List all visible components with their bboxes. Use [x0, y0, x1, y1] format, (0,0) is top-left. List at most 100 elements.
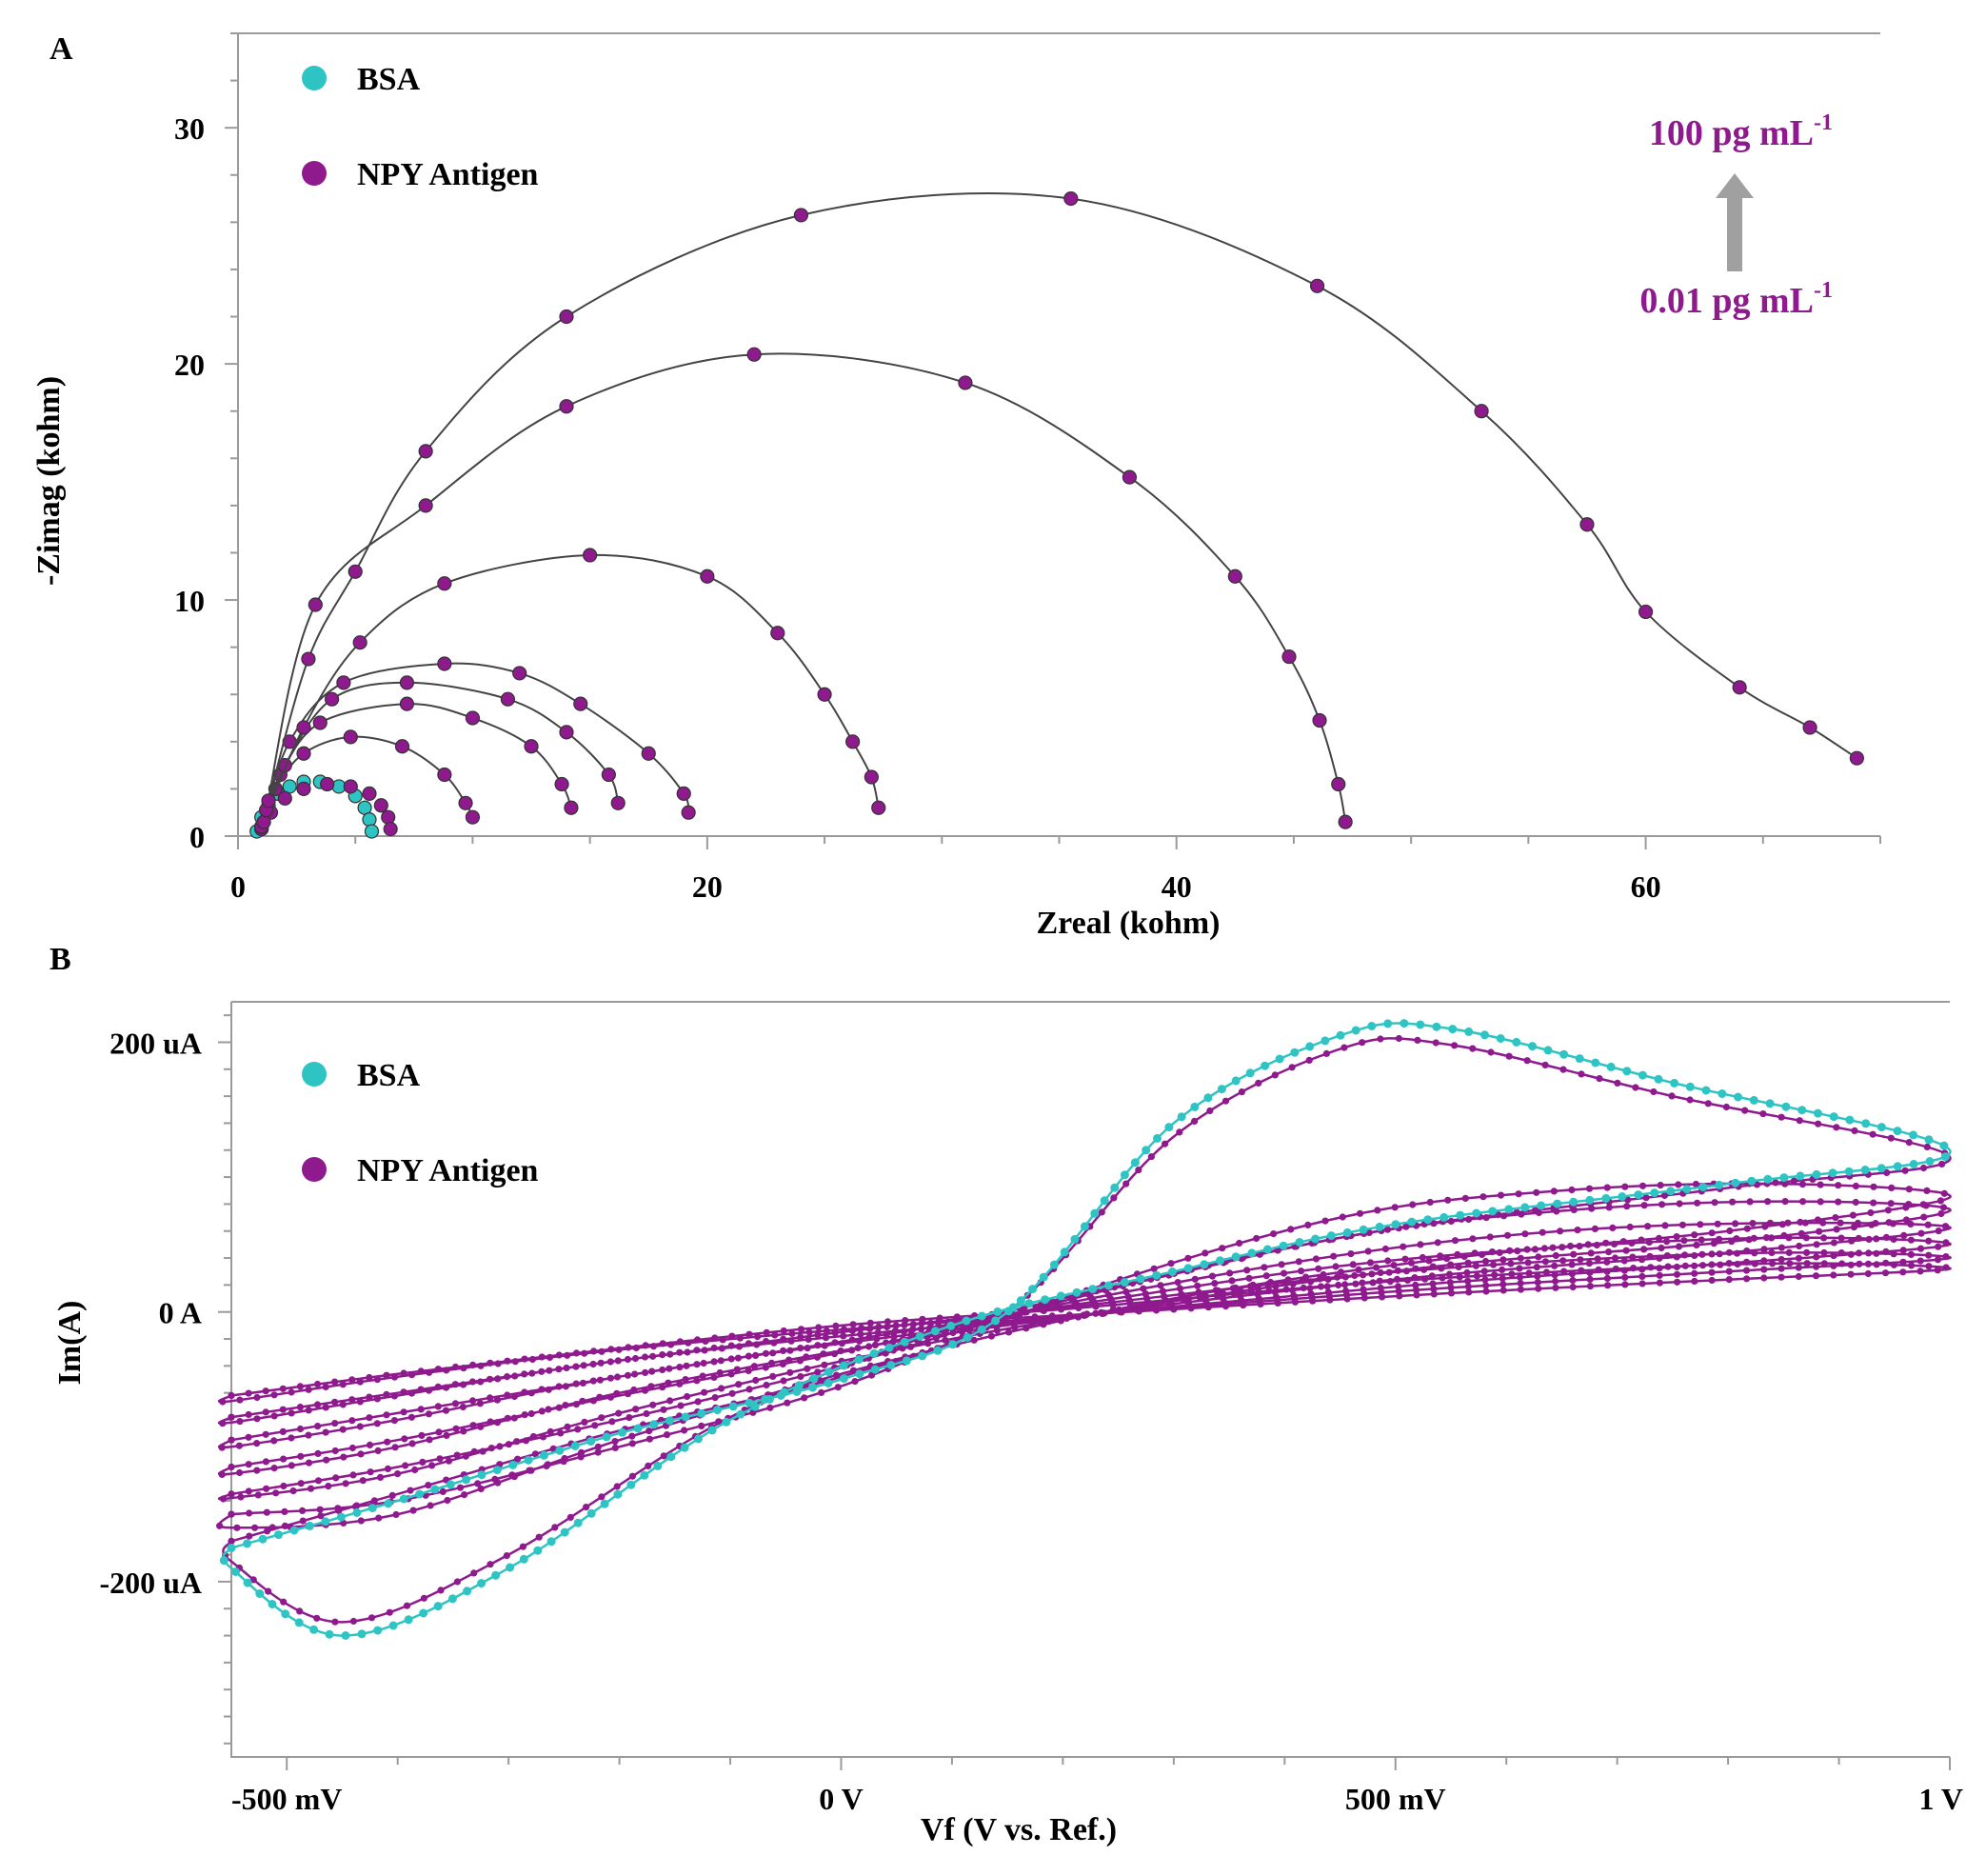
cv-point: [265, 1587, 272, 1595]
cv-point: [684, 1392, 691, 1401]
cv-point: [1751, 1260, 1758, 1267]
cv-point: [228, 1436, 235, 1444]
cv-point: [607, 1346, 615, 1353]
cv-point: [442, 1407, 450, 1414]
cv-point: [594, 1448, 602, 1456]
cv-point: [1419, 1253, 1426, 1262]
cv-point: [814, 1331, 822, 1339]
cv-point: [1541, 1258, 1549, 1266]
cv-point: [1591, 1058, 1600, 1068]
cv-point: [325, 1483, 332, 1490]
cv-point: [1341, 1044, 1348, 1051]
cv-point: [771, 1331, 779, 1339]
cv-point: [384, 1499, 393, 1508]
cv-point: [633, 1424, 643, 1433]
cv-point: [1852, 1198, 1859, 1207]
cv-point: [1486, 1233, 1494, 1241]
cv-point: [1603, 1258, 1611, 1266]
cv-point: [356, 1423, 364, 1430]
cv-point: [909, 1326, 917, 1333]
cv-point: [1028, 1285, 1038, 1294]
cv-point: [386, 1608, 393, 1616]
cv-point: [470, 1447, 478, 1455]
cv-point: [504, 1391, 511, 1399]
cv-point: [1681, 1251, 1689, 1259]
cv-point: [1604, 1282, 1612, 1289]
cv-point: [1815, 1120, 1822, 1128]
cv-point: [1630, 1265, 1638, 1272]
cv-point: [797, 1345, 804, 1352]
cv-point: [948, 1340, 958, 1349]
cv-point: [411, 1466, 419, 1474]
cv-point: [1658, 1244, 1665, 1252]
cv-point: [563, 1364, 570, 1372]
cv-point: [461, 1491, 468, 1499]
nyquist-point: [559, 725, 574, 740]
nyquist-point: [296, 781, 311, 797]
cv-point: [797, 1333, 804, 1341]
cv-point: [1889, 1220, 1897, 1227]
cv-point: [339, 1381, 347, 1388]
cv-point: [750, 1402, 760, 1411]
cv-point: [1813, 1263, 1820, 1270]
cv-point: [606, 1374, 615, 1382]
cv-point: [1591, 1225, 1599, 1232]
nyquist-point: [1849, 750, 1864, 766]
cv-point: [794, 1381, 804, 1390]
cv-point: [1231, 1252, 1241, 1262]
cv-point: [1203, 1093, 1213, 1103]
cv-point: [1803, 1260, 1811, 1267]
cv-point: [1429, 1280, 1437, 1287]
cv-point: [366, 1393, 373, 1401]
cv-point: [1916, 1245, 1925, 1252]
cv-point: [1867, 1208, 1875, 1217]
cv-point: [1623, 1203, 1631, 1210]
cv-point: [1675, 1243, 1683, 1250]
cv-point: [531, 1450, 540, 1458]
cv-point: [460, 1427, 467, 1435]
cv-point: [1650, 1188, 1659, 1198]
cv-point: [1701, 1086, 1711, 1095]
cv-point: [1366, 1259, 1375, 1267]
cv-point: [1499, 1274, 1506, 1283]
cv-point: [1777, 1113, 1785, 1121]
cv-point: [1130, 1158, 1140, 1168]
cv-point: [1605, 1204, 1613, 1211]
nyquist-point: [1312, 712, 1327, 728]
cv-point: [474, 1480, 482, 1487]
nyquist-x-tick-label: 60: [1631, 869, 1661, 904]
cv-point: [1507, 1260, 1515, 1267]
cv-point: [1423, 1215, 1433, 1225]
cv-point: [1421, 1275, 1429, 1283]
cv-point: [1295, 1238, 1304, 1247]
cv-point: [606, 1393, 615, 1401]
cv-point: [1832, 1214, 1839, 1222]
cv-point: [246, 1509, 253, 1517]
cv-point: [1212, 1287, 1220, 1294]
cv-point: [1716, 1250, 1723, 1258]
cv-point: [510, 1392, 519, 1401]
cv-point: [1359, 1225, 1368, 1234]
cv-loop-line: [222, 1022, 1952, 1637]
cv-point: [1647, 1264, 1655, 1271]
nyquist-point: [564, 800, 579, 815]
cv-point: [631, 1354, 640, 1363]
cv-point: [752, 1376, 760, 1385]
cv-x-tick-label: 0 V: [819, 1782, 864, 1816]
cv-point: [1884, 1207, 1892, 1214]
cv-point: [1749, 1220, 1757, 1227]
cv-point: [1257, 1300, 1264, 1308]
nyquist-point: [1474, 404, 1489, 419]
cv-point: [535, 1533, 543, 1541]
nyquist-point: [399, 696, 415, 711]
cv-point: [288, 1434, 295, 1442]
cv-point: [296, 1404, 304, 1411]
cv-point: [1593, 1241, 1600, 1249]
cv-point: [602, 1432, 611, 1442]
cv-point: [1100, 1196, 1109, 1206]
cv-point: [437, 1587, 445, 1594]
nyquist-point: [770, 626, 785, 641]
cv-point: [946, 1321, 956, 1330]
cv-point: [598, 1493, 606, 1501]
cv-point: [280, 1482, 288, 1490]
